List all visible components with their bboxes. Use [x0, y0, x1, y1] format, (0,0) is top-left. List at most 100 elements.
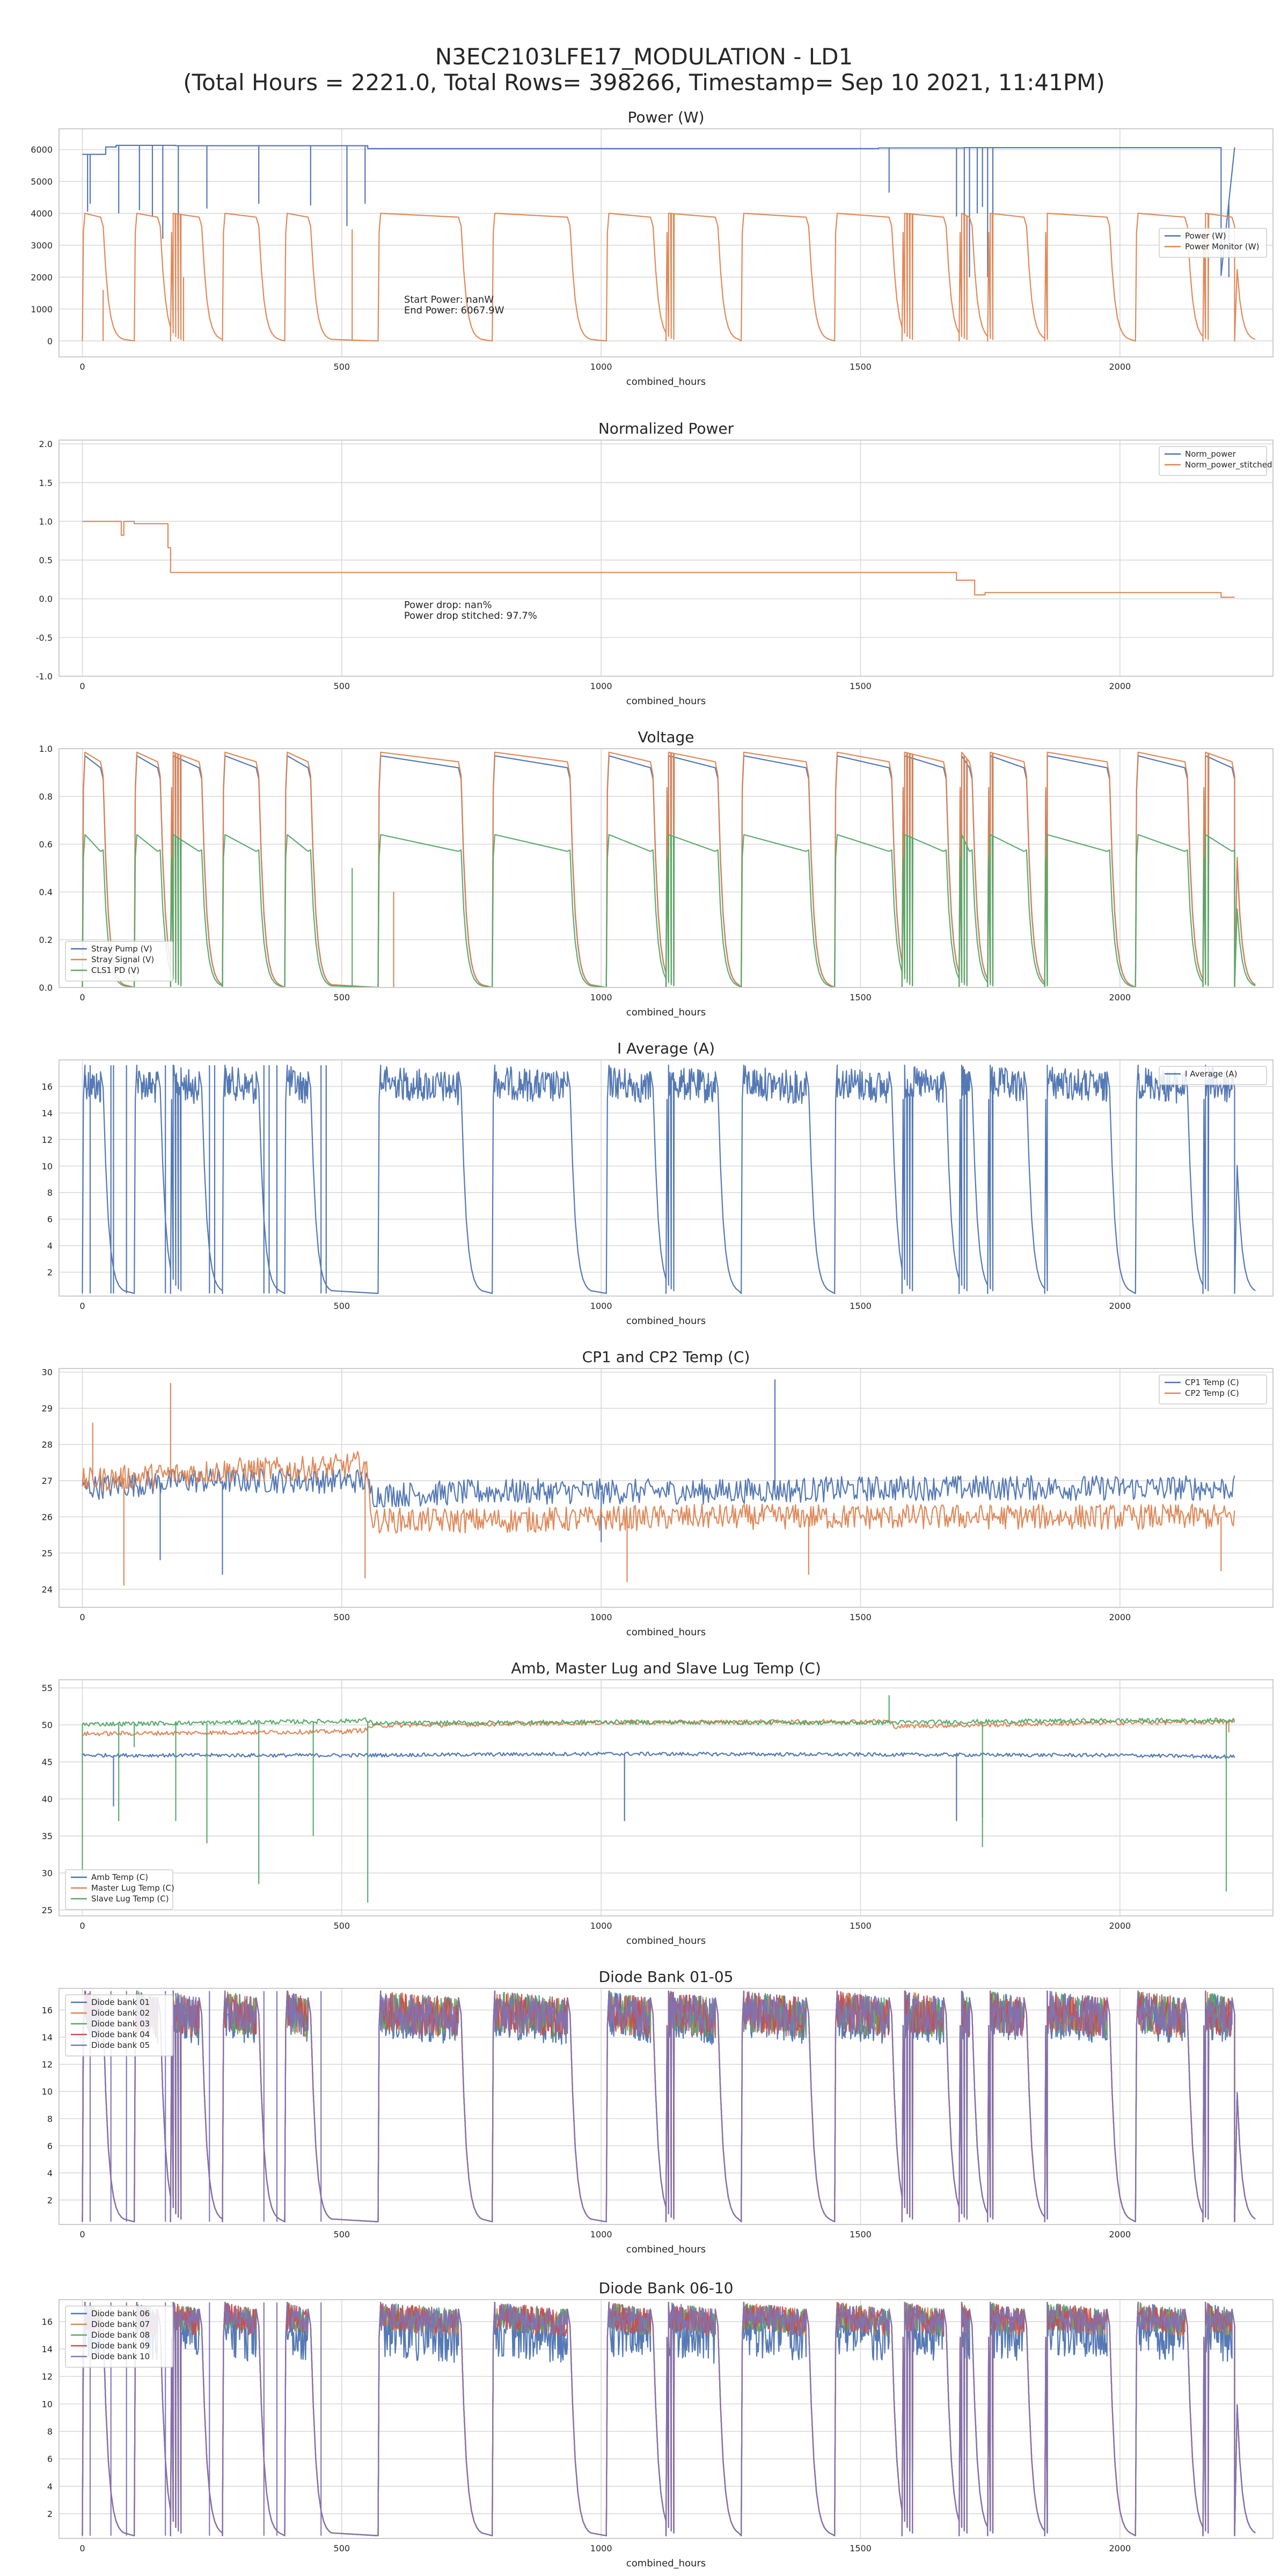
- x-axis-label: combined_hours: [626, 1627, 706, 1638]
- x-tick-label: 1500: [850, 681, 872, 691]
- y-tick-label: 55: [42, 1683, 53, 1693]
- y-tick-label: 24: [42, 1584, 53, 1594]
- y-tick-label: 0.8: [39, 792, 53, 802]
- series-line-5: [82, 2302, 1256, 2536]
- plot-area: [59, 440, 1273, 676]
- chart-amb_temp: 0 500 1000 1500 2000 25 30 35 40 45 50 55 Amb, Maste…: [42, 1659, 1274, 1946]
- x-tick-label: 2000: [1109, 2229, 1131, 2240]
- y-tick-label: 6000: [31, 145, 53, 155]
- y-tick-label: 6: [47, 1214, 53, 1225]
- y-tick-label: 28: [42, 1440, 53, 1450]
- y-tick-label: 0.4: [39, 887, 53, 897]
- legend-box: [65, 2306, 173, 2368]
- plot-frame: [58, 2299, 1274, 2539]
- legend: CP1 Temp (C)CP2 Temp (C): [1159, 1374, 1267, 1404]
- plot-area: [59, 1368, 1273, 1607]
- chart-title: CP1 and CP2 Temp (C): [582, 1348, 750, 1366]
- y-tick-label: 14: [42, 2032, 53, 2043]
- y-tick-label: 0.6: [39, 839, 53, 850]
- y-tick-label: 16: [42, 2317, 53, 2327]
- x-axis-label: combined_hours: [626, 1935, 706, 1946]
- legend-label: Stray Signal (V): [91, 955, 154, 964]
- y-tick-label: 10: [42, 2399, 53, 2409]
- x-tick-label: 500: [334, 2543, 350, 2553]
- series-line-1: [82, 1751, 1235, 1821]
- x-tick-label: 2000: [1109, 1921, 1131, 1931]
- chart-annotation: Power drop: nan%: [404, 599, 492, 611]
- x-tick-label: 2000: [1109, 1301, 1131, 1311]
- chart-title: I Average (A): [617, 1040, 715, 1057]
- legend-label: Norm_power_stitched: [1185, 460, 1272, 470]
- figure-title-line1: N3EC2103LFE17_MODULATION - LD1: [435, 43, 853, 70]
- y-tick-label: 2.0: [39, 439, 53, 449]
- legend-box: [1159, 1066, 1267, 1085]
- legend-label: Norm_power: [1185, 449, 1236, 459]
- legend-label: Power (W): [1185, 231, 1226, 241]
- y-tick-label: -0.5: [36, 633, 53, 643]
- chart-voltage: 0 500 1000 1500 2000 0.0 0.2 0.4 0.6 0.8 1.0 Voltag…: [39, 728, 1274, 1018]
- x-tick-label: 1500: [850, 1301, 872, 1311]
- plot-frame: [58, 1059, 1274, 1297]
- series-line-1: [82, 1064, 1256, 1294]
- y-tick-label: 4: [47, 2168, 53, 2178]
- x-tick-label: 0: [79, 1921, 85, 1931]
- legend-label: Diode bank 09: [91, 2341, 150, 2351]
- chart-title: Amb, Master Lug and Slave Lug Temp (C): [511, 1659, 821, 1677]
- x-axis-label: combined_hours: [626, 1315, 706, 1327]
- y-tick-label: 0.0: [39, 983, 53, 993]
- x-tick-label: 0: [79, 2543, 85, 2553]
- x-tick-label: 1500: [850, 362, 872, 372]
- legend-box: [1159, 228, 1267, 258]
- y-tick-label: 40: [42, 1794, 53, 1804]
- y-tick-label: 4000: [31, 209, 53, 219]
- legend-label: Diode bank 01: [91, 1997, 150, 2007]
- x-tick-label: 2000: [1109, 1612, 1131, 1622]
- legend-label: Diode bank 10: [91, 2352, 150, 2361]
- x-axis-label: combined_hours: [626, 1007, 706, 1018]
- x-tick-label: 0: [79, 992, 85, 1002]
- y-tick-label: 35: [42, 1831, 53, 1841]
- x-axis-label: combined_hours: [626, 696, 706, 707]
- y-tick-label: 10: [42, 2087, 53, 2097]
- plot-frame: [58, 440, 1274, 677]
- legend-label: CP2 Temp (C): [1185, 1388, 1239, 1398]
- series-line-2: [82, 521, 1235, 598]
- y-tick-label: 8: [47, 2427, 53, 2437]
- chart-title: Diode Bank 06-10: [599, 2279, 734, 2297]
- y-tick-label: 29: [42, 1403, 53, 1414]
- y-tick-label: 25: [42, 1905, 53, 1915]
- y-tick-label: 1.0: [39, 516, 53, 526]
- y-tick-label: 2: [47, 2195, 53, 2205]
- series-line-1: [82, 755, 1256, 987]
- legend-label: Master Lug Temp (C): [91, 1883, 174, 1893]
- plot-area: [59, 1680, 1273, 1916]
- legend-label: Diode bank 08: [91, 2330, 150, 2340]
- x-tick-label: 0: [79, 2229, 85, 2240]
- y-tick-label: 6: [47, 2141, 53, 2151]
- y-tick-label: 26: [42, 1512, 53, 1522]
- series-group: [82, 1695, 1235, 1903]
- chart-diode_01_05: 0 500 1000 1500 2000 2 4 6 8 10 12 14 16 Diode Bank 0…: [42, 1968, 1274, 2255]
- y-tick-label: 14: [42, 2344, 53, 2354]
- x-tick-label: 500: [334, 362, 350, 372]
- x-tick-label: 500: [334, 992, 350, 1002]
- y-tick-label: 12: [42, 1135, 53, 1145]
- y-tick-label: 1.5: [39, 478, 53, 488]
- y-tick-label: 14: [42, 1108, 53, 1118]
- legend-box: [65, 1994, 173, 2057]
- y-tick-label: -1.0: [36, 671, 53, 682]
- chart-cp_temp: 0 500 1000 1500 2000 24 25 26 27 28 29 30 CP1 and CP…: [42, 1348, 1274, 1638]
- chart-title: Diode Bank 01-05: [599, 1968, 734, 1986]
- series-line-3: [82, 834, 1256, 987]
- x-tick-label: 1000: [590, 2229, 612, 2240]
- x-tick-label: 2000: [1109, 362, 1131, 372]
- series-group: [82, 521, 1235, 598]
- plot-frame: [58, 1368, 1274, 1608]
- y-tick-label: 0.0: [39, 594, 53, 604]
- x-axis-label: combined_hours: [626, 376, 706, 387]
- chart-annotation: Start Power: nanW: [404, 294, 494, 305]
- series-line-3: [82, 1695, 1235, 1903]
- legend-label: CLS1 PD (V): [91, 965, 140, 975]
- series-line-2: [82, 751, 1256, 987]
